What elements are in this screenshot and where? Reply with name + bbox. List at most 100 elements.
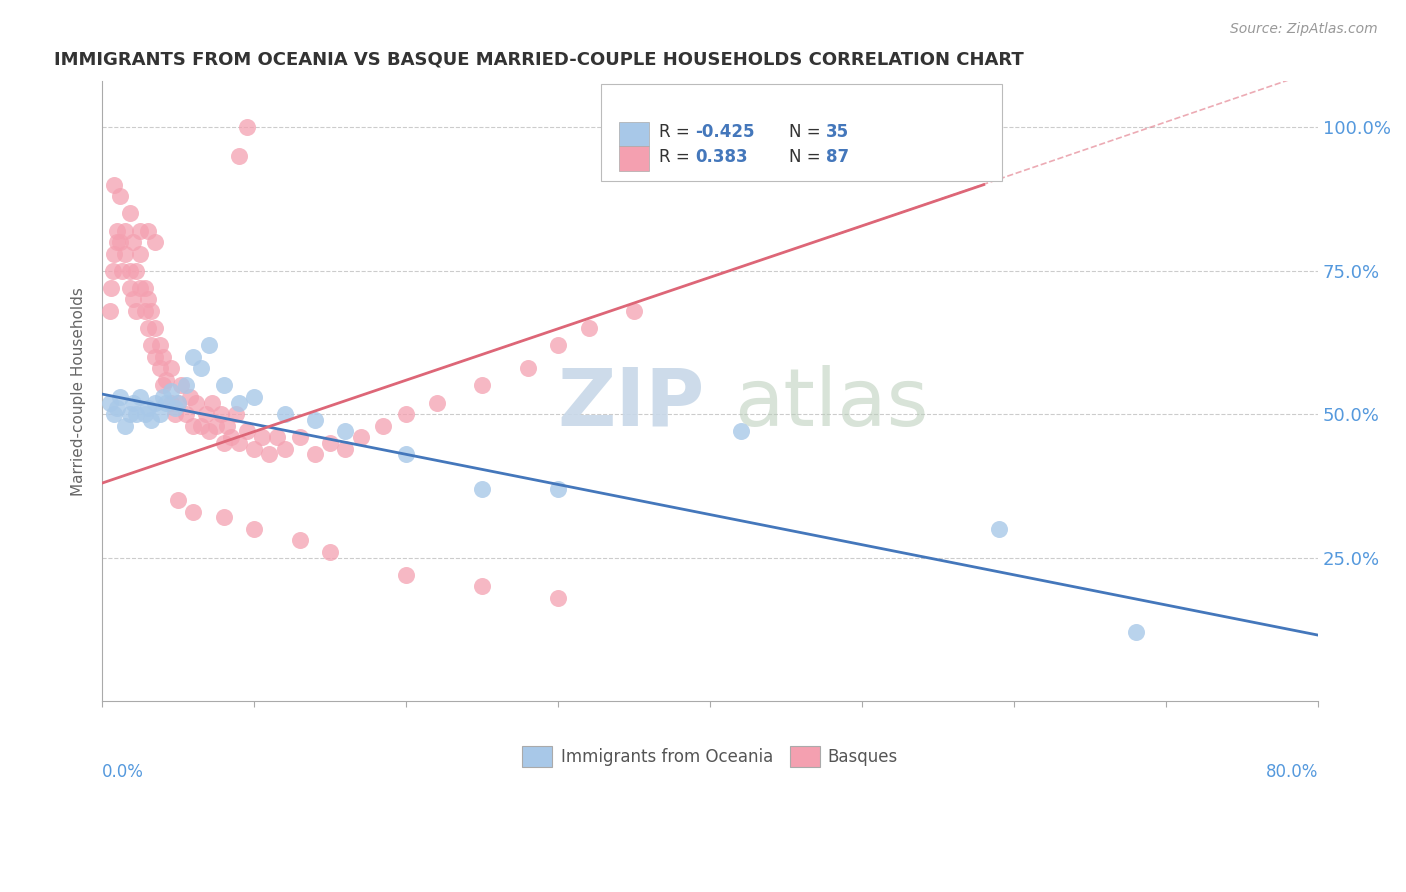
Point <box>395 567 418 582</box>
Point <box>243 522 266 536</box>
FancyBboxPatch shape <box>600 85 1002 180</box>
Point <box>987 522 1010 536</box>
Point <box>190 418 212 433</box>
FancyBboxPatch shape <box>619 146 650 171</box>
Point <box>578 321 600 335</box>
Point <box>134 304 156 318</box>
Point <box>159 361 181 376</box>
Point <box>471 482 494 496</box>
Point <box>225 407 247 421</box>
Point <box>349 430 371 444</box>
Point <box>197 338 219 352</box>
Point <box>547 482 569 496</box>
Point <box>319 436 342 450</box>
Point <box>235 120 257 135</box>
Point <box>134 281 156 295</box>
Text: 87: 87 <box>825 148 849 166</box>
Text: atlas: atlas <box>734 365 929 442</box>
Point <box>288 430 311 444</box>
Point <box>136 223 159 237</box>
Point <box>118 281 141 295</box>
Text: 35: 35 <box>825 123 849 141</box>
Point <box>179 390 201 404</box>
Point <box>103 407 125 421</box>
Point <box>114 223 136 237</box>
Point <box>209 407 232 421</box>
Point <box>395 447 418 461</box>
Point <box>103 246 125 260</box>
Point <box>167 493 190 508</box>
Point <box>159 395 181 409</box>
Point <box>107 223 129 237</box>
Point <box>288 533 311 548</box>
Y-axis label: Married-couple Households: Married-couple Households <box>72 287 86 496</box>
Point <box>183 350 205 364</box>
Point <box>103 178 125 192</box>
Point <box>174 378 197 392</box>
Text: R =: R = <box>659 123 695 141</box>
Point <box>183 418 205 433</box>
Text: 0.0%: 0.0% <box>103 763 143 781</box>
Text: N =: N = <box>789 123 827 141</box>
FancyBboxPatch shape <box>619 121 650 146</box>
Point <box>212 378 235 392</box>
Point <box>165 401 187 416</box>
Point <box>547 338 569 352</box>
Point <box>118 407 141 421</box>
Point <box>155 395 177 409</box>
Point <box>129 281 152 295</box>
Point <box>167 395 190 409</box>
Point <box>319 545 342 559</box>
Point <box>266 430 288 444</box>
Point <box>145 235 167 249</box>
Point <box>471 579 494 593</box>
Point <box>170 378 193 392</box>
Point <box>167 395 190 409</box>
Point <box>194 407 217 421</box>
Point <box>259 447 281 461</box>
Point <box>136 293 159 307</box>
Point <box>186 395 208 409</box>
Point <box>129 390 152 404</box>
Point <box>100 281 122 295</box>
Point <box>623 304 645 318</box>
Point <box>235 425 257 439</box>
Point <box>129 246 152 260</box>
Point <box>149 338 172 352</box>
Point <box>124 304 146 318</box>
Point <box>98 304 121 318</box>
Point <box>201 395 224 409</box>
Point <box>145 321 167 335</box>
Point <box>243 442 266 456</box>
Point <box>174 407 197 421</box>
Point <box>1125 625 1147 640</box>
Point <box>111 263 134 277</box>
Point <box>395 407 418 421</box>
Point <box>121 235 143 249</box>
Point <box>124 407 146 421</box>
Text: R =: R = <box>659 148 695 166</box>
Legend: Immigrants from Oceania, Basques: Immigrants from Oceania, Basques <box>516 739 904 773</box>
Point <box>149 361 172 376</box>
Point <box>152 378 174 392</box>
Point <box>273 442 295 456</box>
Point <box>121 395 143 409</box>
Point <box>273 407 295 421</box>
Point <box>221 430 243 444</box>
Point <box>110 235 132 249</box>
Point <box>335 442 357 456</box>
Point <box>121 293 143 307</box>
Point <box>228 436 250 450</box>
Point <box>136 401 159 416</box>
Point <box>547 591 569 605</box>
Point <box>118 263 141 277</box>
Text: -0.425: -0.425 <box>696 123 755 141</box>
Point <box>215 418 238 433</box>
Point <box>304 447 326 461</box>
Point <box>101 263 124 277</box>
Point <box>110 390 132 404</box>
Point <box>145 395 167 409</box>
Point <box>98 395 121 409</box>
Point <box>250 430 273 444</box>
Point <box>136 321 159 335</box>
